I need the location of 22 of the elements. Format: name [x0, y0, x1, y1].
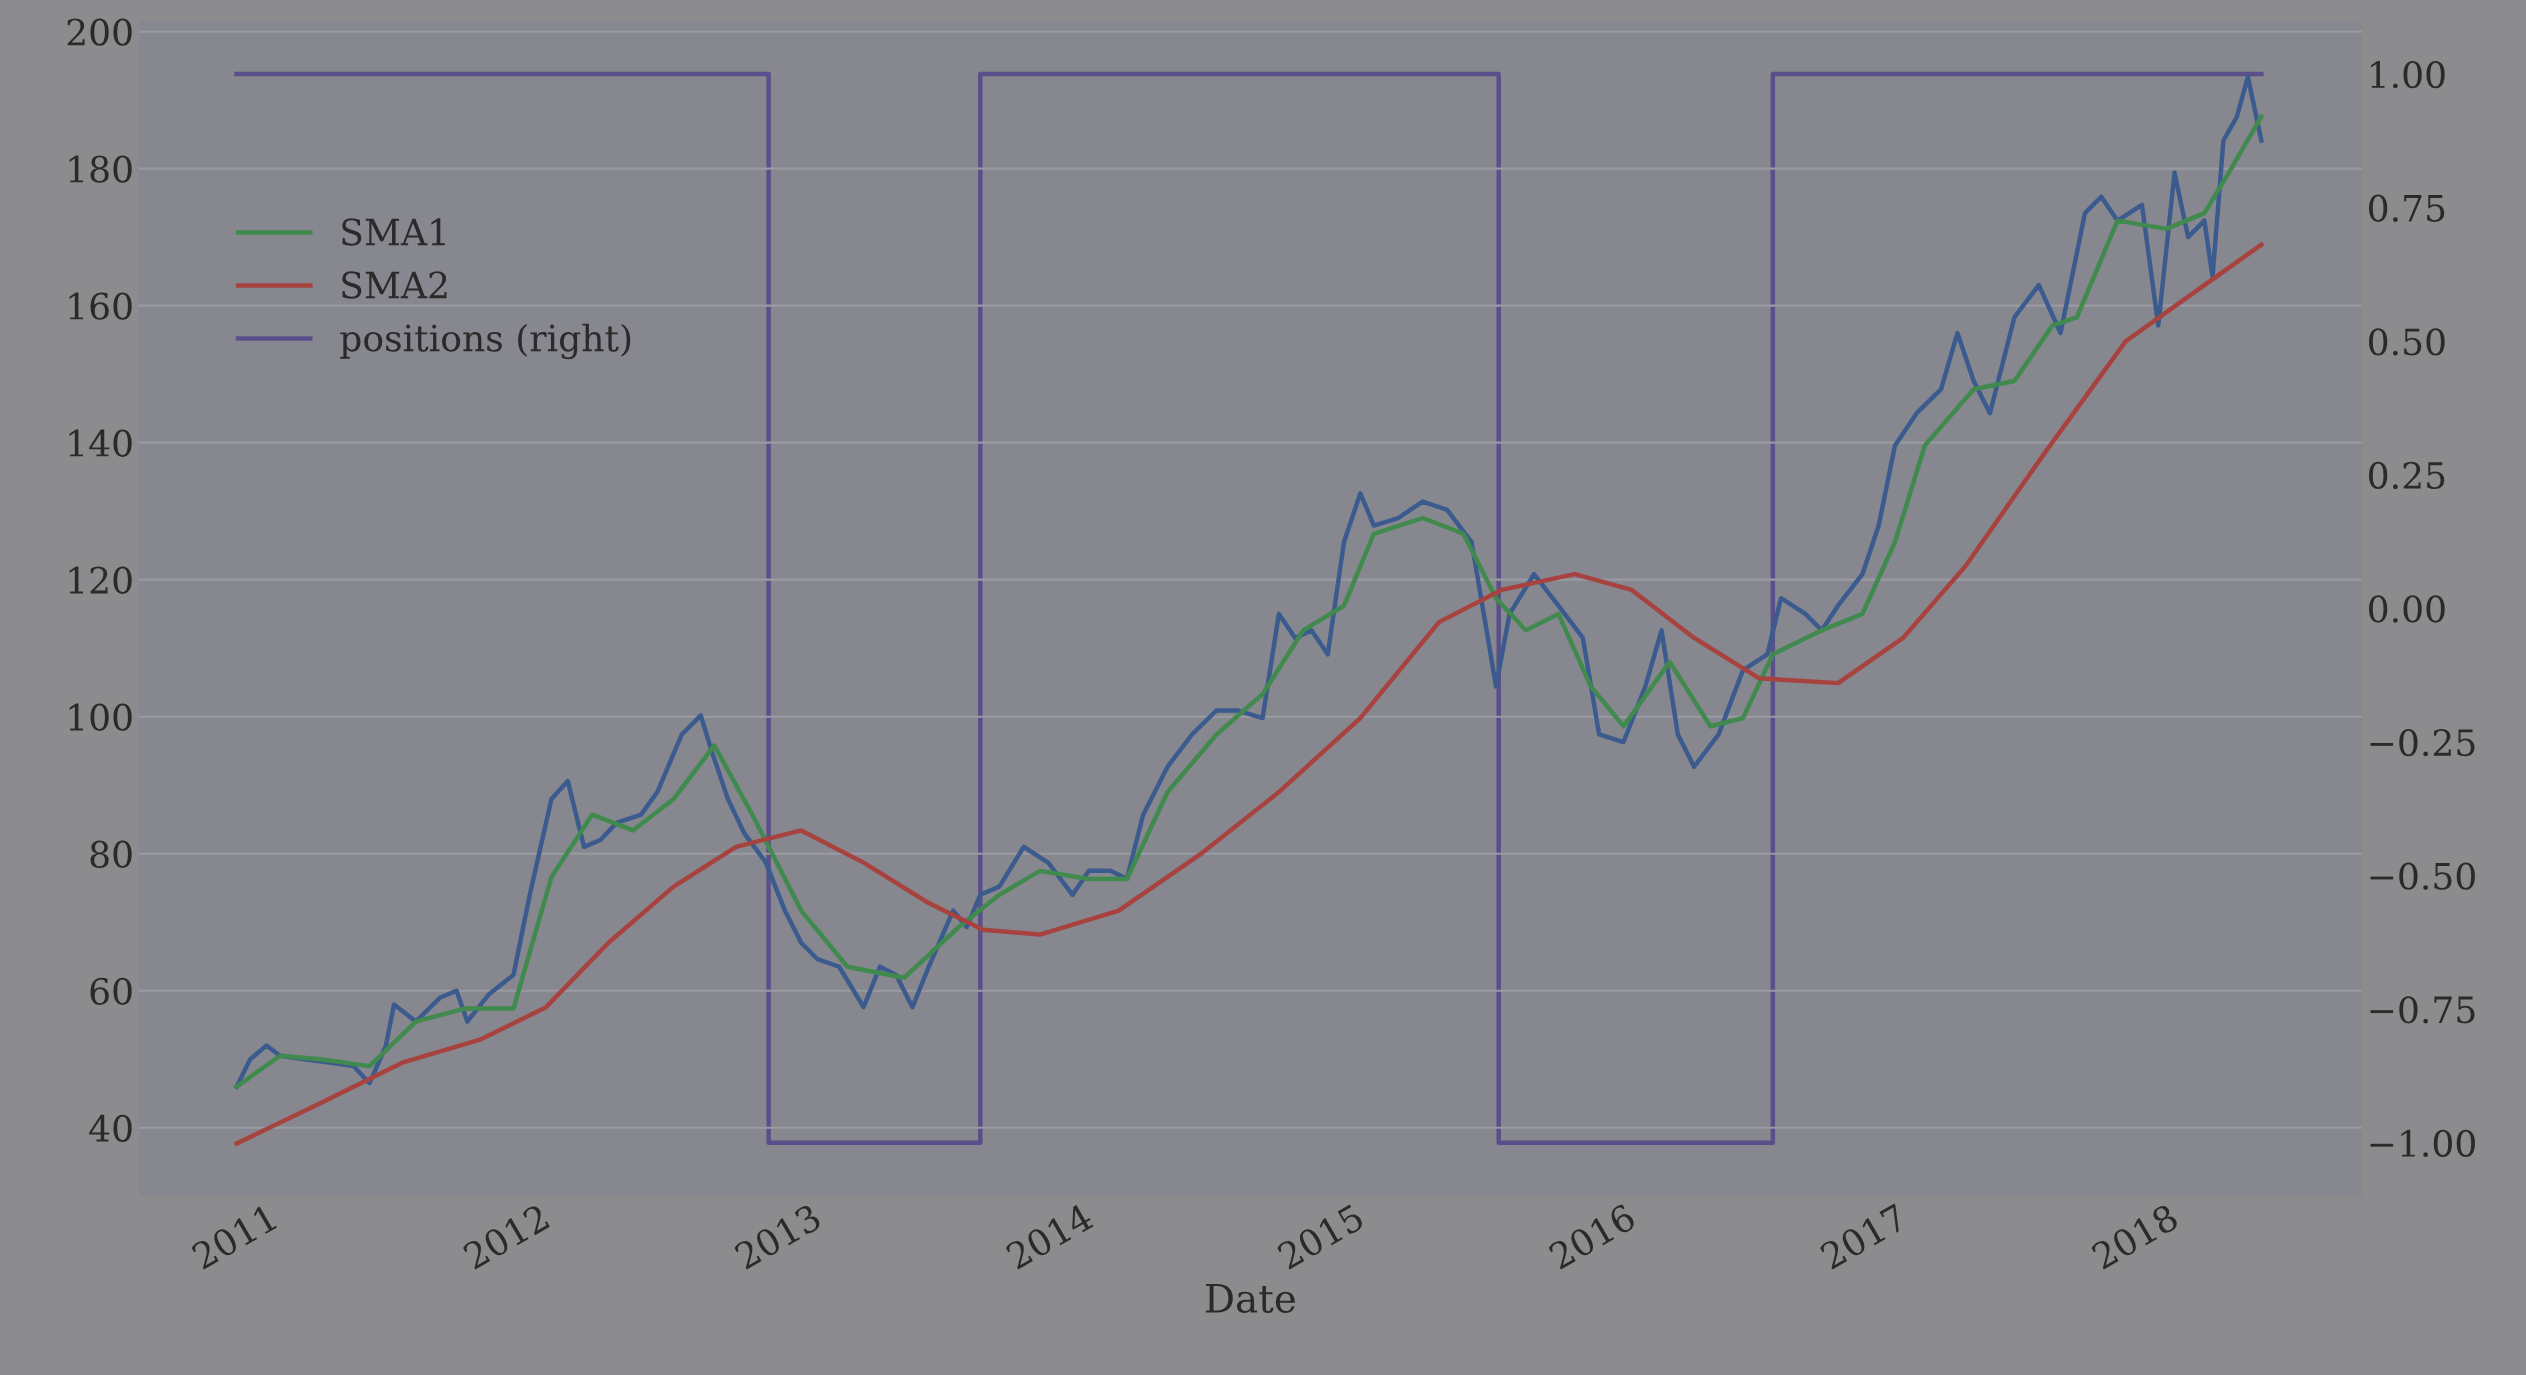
y-tick-label: 160 — [69, 292, 132, 320]
y2-tick-label: −1.00 — [2370, 1129, 2475, 1158]
y2-tick-label: 0.50 — [2369, 328, 2445, 356]
y-tick-label: 80 — [90, 840, 132, 868]
legend-label: SMA2 — [342, 271, 447, 299]
x-axis-title: Date — [1206, 1284, 1295, 1313]
y2-tick-label: −0.25 — [2370, 728, 2475, 757]
y2-tick-label: −0.75 — [2370, 996, 2475, 1024]
y-tick-label: 120 — [69, 566, 132, 594]
y-tick-label: 60 — [90, 977, 132, 1005]
y2-tick-label: 0.25 — [2369, 461, 2445, 490]
y-tick-label: 100 — [69, 703, 132, 731]
y-tick-label: 200 — [67, 18, 132, 46]
y-tick-label: 40 — [89, 1114, 132, 1142]
y2-tick-label: 0.75 — [2369, 194, 2445, 222]
legend-label: SMA1 — [342, 218, 445, 246]
y-tick-label: 180 — [69, 155, 132, 183]
legend-label: positions (right) — [340, 323, 631, 360]
y-tick-label: 140 — [69, 429, 132, 457]
y2-tick-label: 1.00 — [2371, 60, 2445, 89]
y2-tick-label: −0.50 — [2370, 862, 2475, 890]
y2-tick-label: 0.00 — [2369, 595, 2445, 623]
